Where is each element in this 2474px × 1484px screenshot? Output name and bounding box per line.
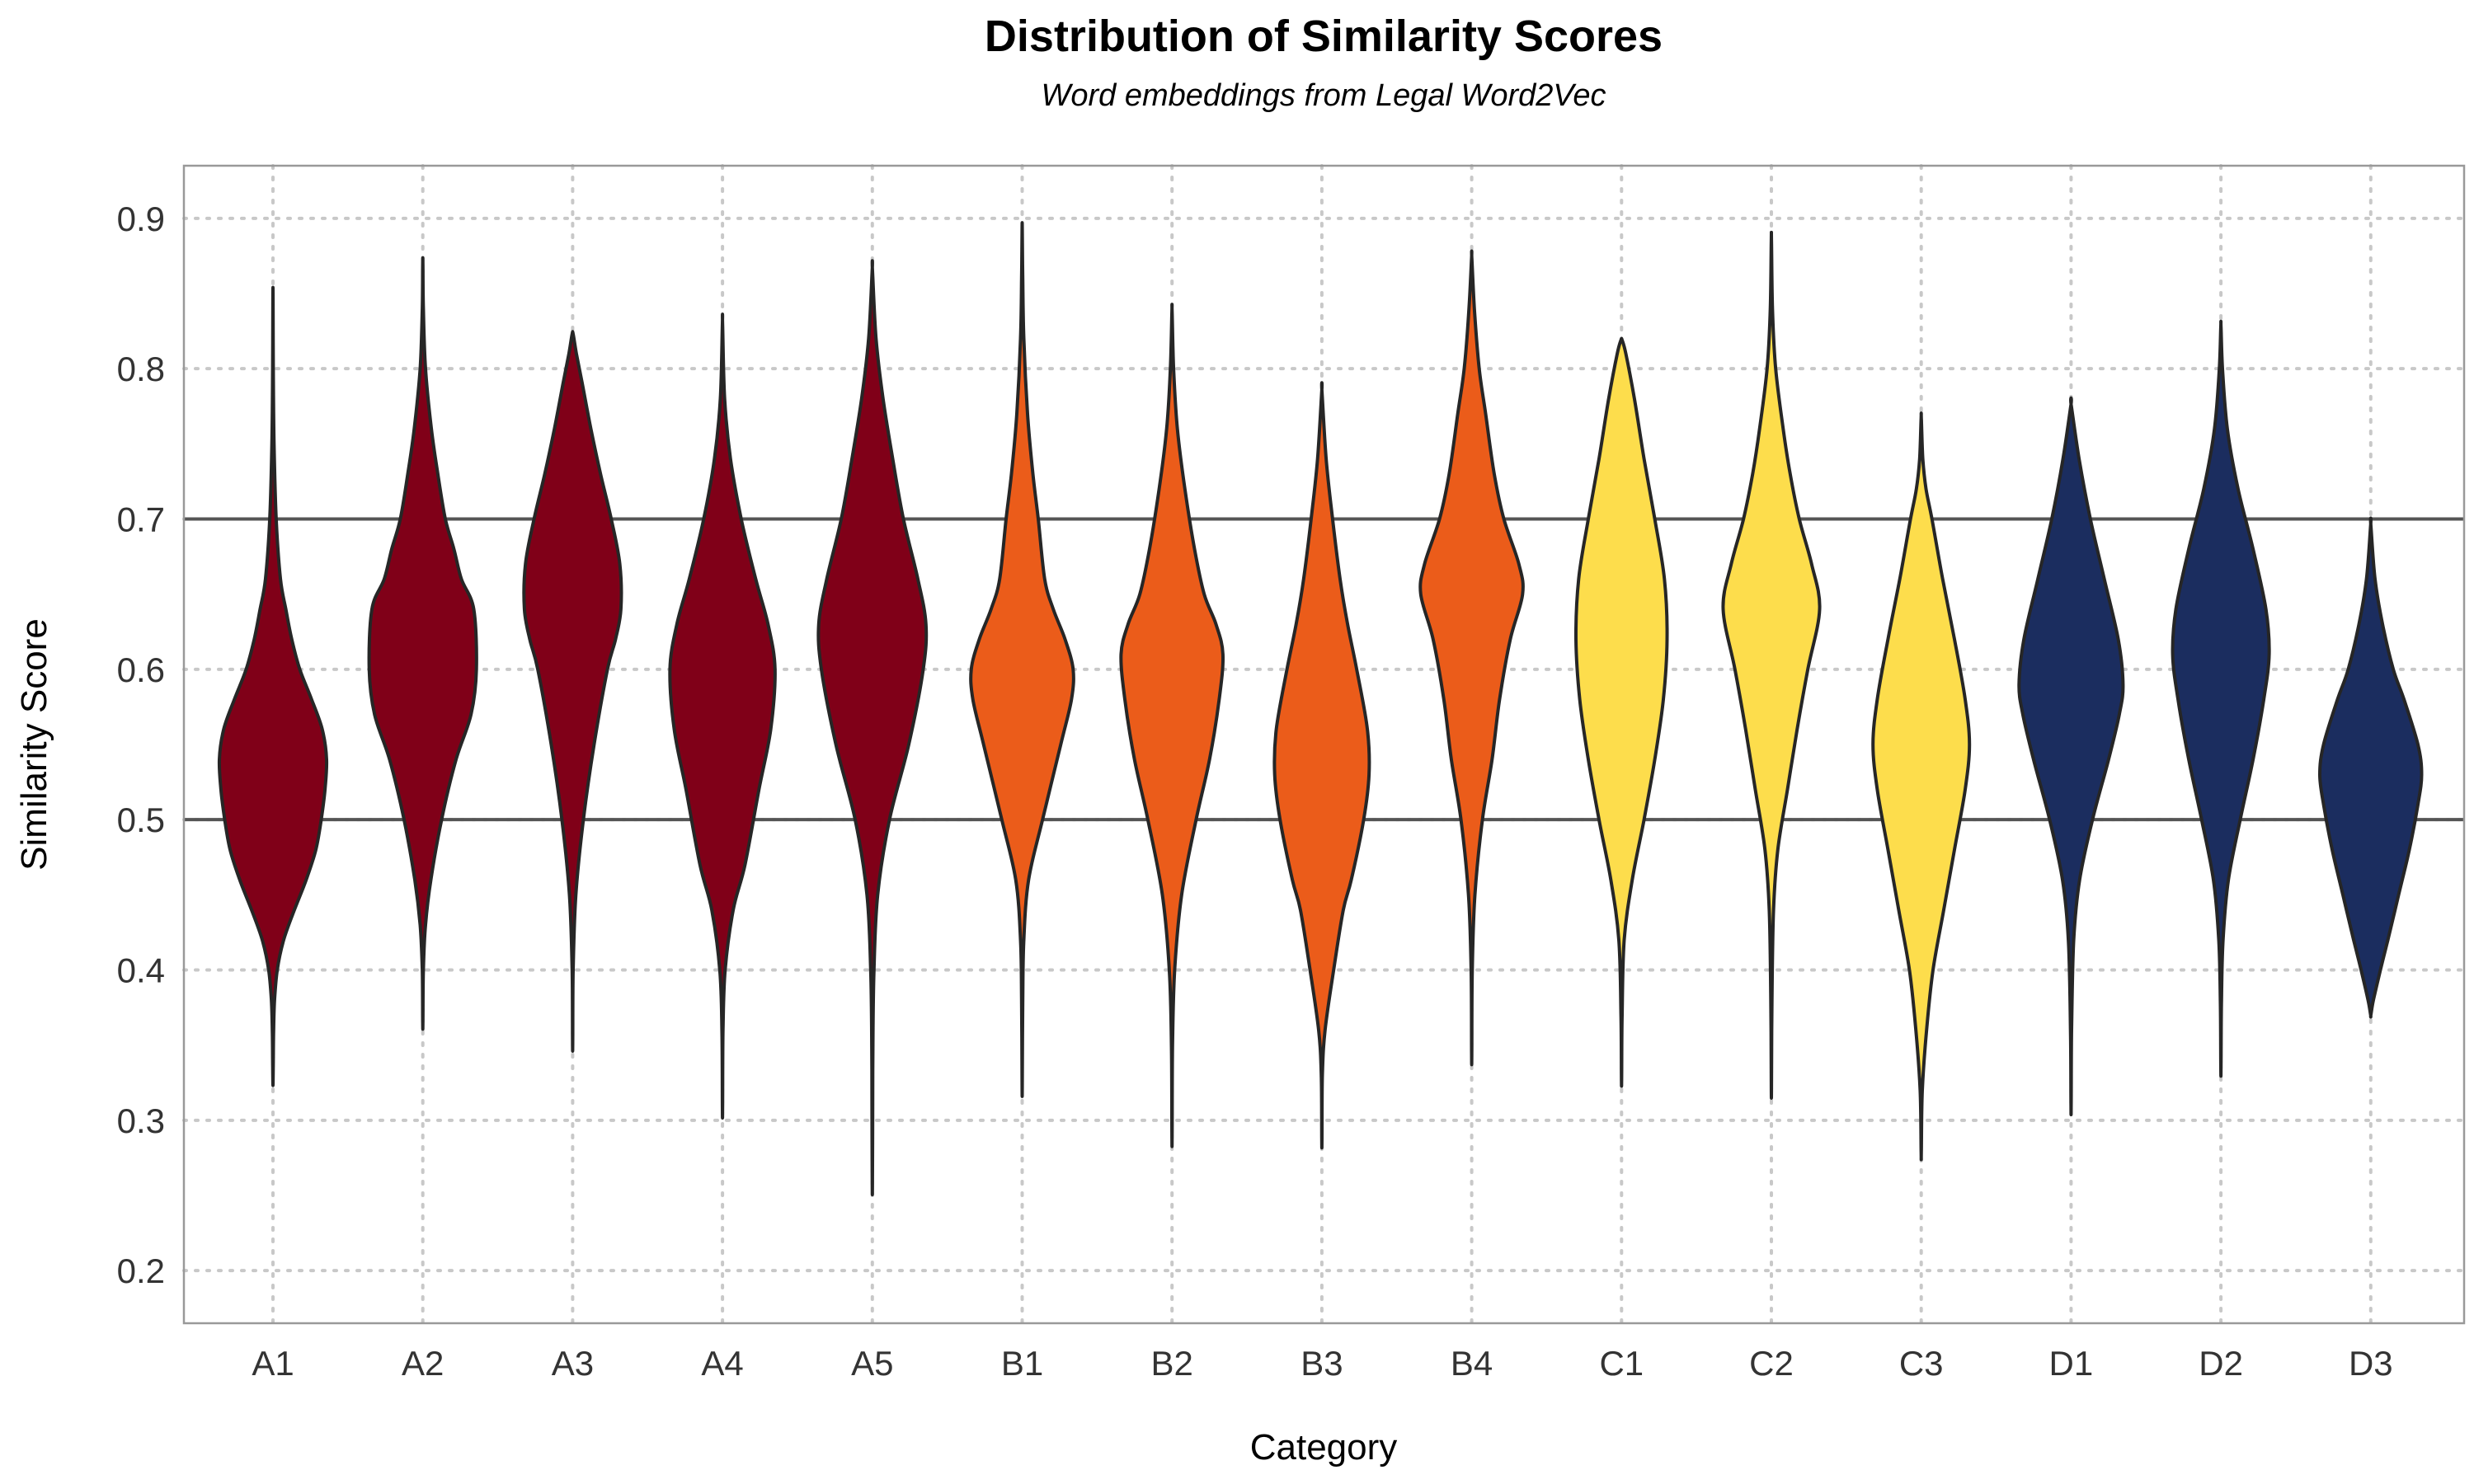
y-tick-label: 0.3	[117, 1101, 165, 1140]
x-tick-label-c2: C2	[1749, 1344, 1794, 1383]
violin-a4	[668, 312, 777, 1120]
chart-title: Distribution of Similarity Scores	[985, 12, 1663, 61]
violin-b1	[969, 221, 1075, 1098]
y-tick-label: 0.4	[117, 951, 165, 990]
y-tick-label: 0.6	[117, 650, 165, 689]
y-tick-label: 0.9	[117, 200, 165, 238]
plot-frame	[182, 164, 2466, 1325]
violin-d1	[2017, 396, 2125, 1116]
x-tick-label-b3: B3	[1300, 1344, 1343, 1383]
violin-c3	[1871, 411, 1972, 1162]
violin-c2	[1721, 230, 1822, 1100]
x-tick-label-a3: A3	[552, 1344, 594, 1383]
chart-subtitle: Word embeddings from Legal Word2Vec	[1041, 78, 1606, 113]
violin-a5	[816, 259, 929, 1197]
violin-a3	[522, 330, 623, 1053]
x-axis-title: Category	[1250, 1427, 1398, 1468]
x-tick-label-a5: A5	[851, 1344, 893, 1383]
violin-a2	[367, 256, 478, 1031]
x-tick-label-b4: B4	[1451, 1344, 1493, 1383]
x-tick-label-b1: B1	[1001, 1344, 1043, 1383]
x-tick-label-d1: D1	[2049, 1344, 2094, 1383]
x-tick-label-a1: A1	[252, 1344, 294, 1383]
violin-b3	[1272, 381, 1371, 1150]
x-tick-label-c1: C1	[1599, 1344, 1644, 1383]
violin-d3	[2318, 516, 2424, 1019]
y-axis-title: Similarity Score	[14, 618, 54, 871]
x-tick-label-b2: B2	[1151, 1344, 1193, 1383]
violin-d2	[2171, 319, 2271, 1078]
violin-b4	[1418, 249, 1525, 1067]
y-tick-label: 0.2	[117, 1252, 165, 1290]
x-tick-label-d2: D2	[2199, 1344, 2243, 1383]
y-tick-label: 0.8	[117, 350, 165, 388]
plot-area	[182, 164, 2466, 1325]
y-tick-label: 0.7	[117, 500, 165, 538]
violins	[217, 221, 2424, 1197]
x-tick-label-d3: D3	[2349, 1344, 2393, 1383]
x-tick-label-c3: C3	[1899, 1344, 1944, 1383]
y-tick-labels: 0.2 0.3 0.4 0.5 0.6 0.7 0.8 0.9	[117, 200, 165, 1290]
violin-b2	[1119, 303, 1225, 1148]
y-tick-label: 0.5	[117, 801, 165, 839]
violin-c1	[1573, 336, 1669, 1088]
x-tick-label-a2: A2	[402, 1344, 444, 1383]
x-tick-label-a4: A4	[701, 1344, 743, 1383]
x-tick-labels: A1 A2 A3 A4 A5 B1 B2 B3 B4 C1 C2 C3 D1 D2 D3	[252, 1344, 2392, 1383]
violin-a1	[217, 285, 329, 1087]
